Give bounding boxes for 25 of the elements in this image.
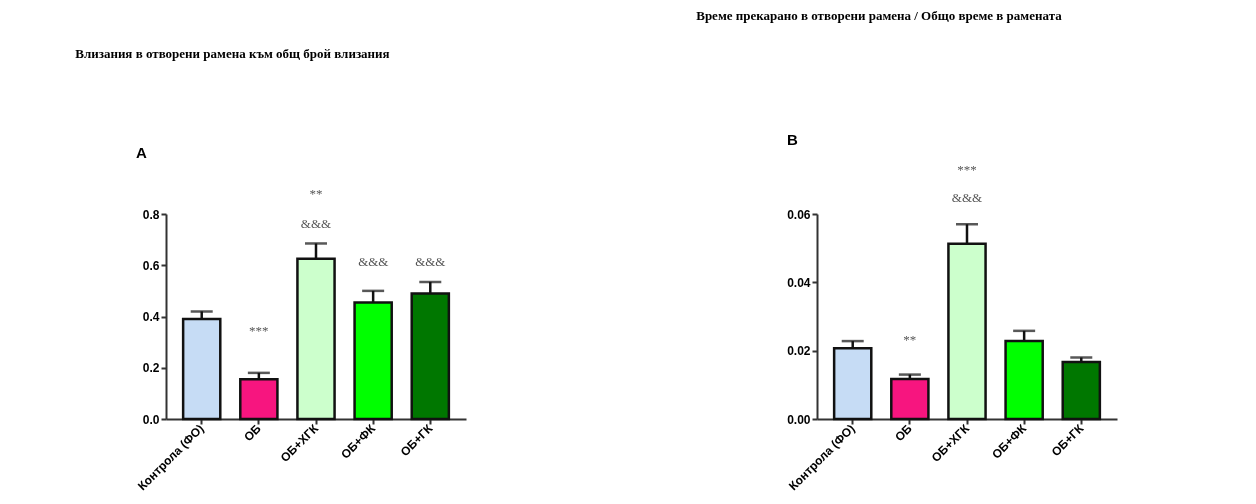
chart-title: Време прекарано в отворени рамена / Общо време в рамената <box>696 8 1063 24</box>
text: A <box>136 143 147 161</box>
y-tick-label: 0.6 <box>142 258 160 273</box>
x-tick-label: ОБ <box>892 421 916 445</box>
y-tick-label: 0.4 <box>142 310 160 324</box>
annotation: ** <box>903 331 917 347</box>
y-tick-label: 0.0 <box>142 412 160 427</box>
annotation: &&& <box>358 254 389 270</box>
y-tick-label: 0.06 <box>787 207 811 222</box>
text: B <box>787 131 798 149</box>
annotation: &&& <box>300 216 332 232</box>
chart-title: Влизания в отворени рамена към общ брой влизания <box>75 45 390 61</box>
y-tick-label: 0.00 <box>787 412 811 427</box>
annotation: *** <box>248 323 269 339</box>
y-tick-label: 0.2 <box>142 361 160 376</box>
y-tick-label: 0.8 <box>142 207 160 222</box>
y-tick-label: 0.02 <box>787 344 811 359</box>
text: &&& <box>951 190 983 206</box>
text: ** <box>309 185 323 201</box>
x-tick-label: ОБ <box>241 421 265 445</box>
annotation: &&& <box>415 253 446 269</box>
bar <box>239 378 279 421</box>
y-tick-label: 0.04 <box>787 275 811 290</box>
text: *** <box>957 162 977 178</box>
bar <box>181 317 222 421</box>
